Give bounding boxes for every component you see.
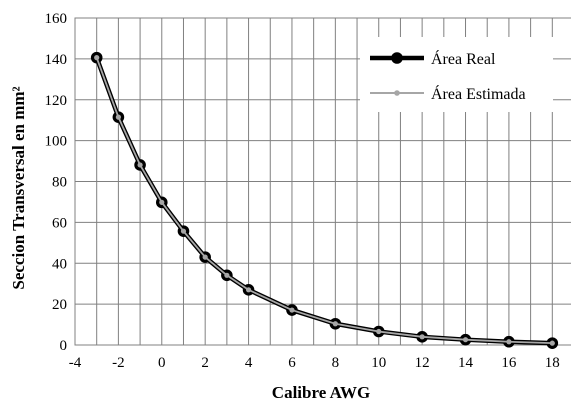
x-axis-title: Calibre AWG — [272, 383, 370, 402]
x-tick-label: 4 — [245, 355, 253, 371]
series-1-point — [94, 55, 100, 61]
y-tick-label: 120 — [45, 93, 68, 109]
series-1-point — [506, 339, 512, 345]
series-1-point — [549, 340, 555, 346]
series-1-point — [115, 114, 121, 120]
y-tick-label: 140 — [45, 52, 68, 68]
x-axis-ticks: -4 -2 0 2 4 6 8 10 12 14 16 18 — [69, 355, 560, 371]
series-1-point — [159, 199, 165, 205]
series-1-point — [332, 321, 338, 327]
series-1-point — [245, 287, 252, 293]
x-tick-label: 0 — [158, 355, 166, 371]
y-tick-label: 60 — [52, 215, 67, 231]
series-layer — [90, 51, 559, 349]
y-tick-label: 100 — [45, 134, 68, 150]
y-tick-label: 20 — [52, 297, 67, 313]
series-1-point — [202, 254, 208, 260]
series-1-point — [376, 328, 382, 335]
legend-real-marker — [391, 52, 403, 64]
x-tick-label: -2 — [112, 355, 125, 371]
legend-box — [360, 37, 553, 112]
x-tick-label: 6 — [288, 355, 296, 371]
x-tick-label: -4 — [69, 355, 82, 371]
series-1-point — [289, 307, 295, 313]
series-1-point — [419, 334, 425, 340]
y-axis-ticks: 0 20 40 60 80 100 120 140 160 — [45, 11, 68, 354]
y-tick-label: 0 — [60, 338, 68, 354]
y-axis-title: Seccion Transversal en mm² — [9, 86, 28, 289]
series-1-point — [224, 272, 230, 278]
series-1-point — [462, 337, 469, 343]
y-tick-label: 40 — [52, 256, 67, 272]
legend-label-real: Área Real — [431, 49, 496, 68]
x-tick-label: 2 — [201, 355, 209, 371]
y-tick-label: 160 — [45, 11, 68, 27]
x-tick-label: 8 — [332, 355, 340, 371]
grid — [74, 17, 571, 346]
x-tick-label: 12 — [415, 355, 430, 371]
y-tick-label: 80 — [52, 175, 67, 191]
legend-label-estimated: Área Estimada — [431, 84, 526, 103]
x-tick-label: 16 — [501, 355, 517, 371]
legend-estimated-marker — [394, 90, 400, 96]
x-tick-label: 10 — [371, 355, 386, 371]
x-tick-label: 14 — [458, 355, 474, 371]
series-1-point — [137, 162, 143, 168]
x-tick-label: 18 — [545, 355, 560, 371]
series-1-point — [180, 228, 187, 234]
legend: Área Real Área Estimada — [360, 37, 553, 112]
plot-frame — [74, 17, 571, 346]
